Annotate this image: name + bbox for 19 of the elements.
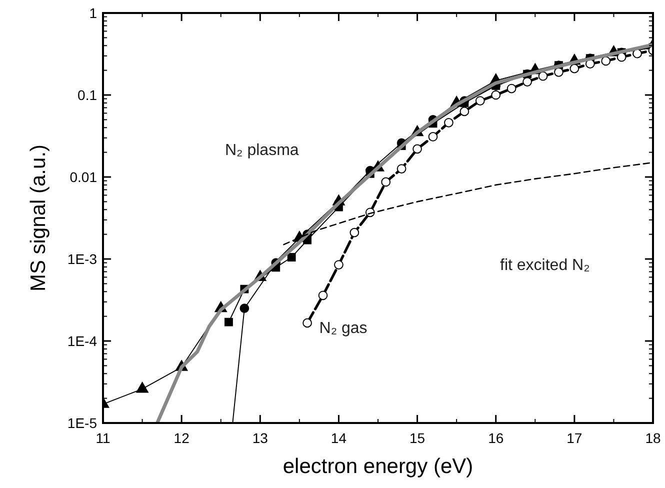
x-tick-label: 18 [645,430,661,446]
annotation: N₂ plasma [225,142,299,159]
y-tick-label: 0.01 [70,168,98,185]
x-tick-label: 11 [96,430,110,446]
x-axis-title: electron energy (eV) [282,455,474,478]
y-tick-label: 0.1 [78,86,98,103]
y-tick-label: 1E-3 [67,250,98,267]
x-tick-label: 17 [566,430,582,446]
x-tick-label: 12 [174,430,190,446]
x-tick-label: 16 [488,430,504,446]
y-tick-label: 1E-5 [67,414,98,431]
y-axis-title: MS signal (a.u.) [27,144,50,292]
x-tick-label: 15 [409,430,426,446]
series-label: N₂ gas [319,320,368,337]
annotation: fit excited N₂ [500,257,590,274]
x-tick-label: 14 [330,430,347,446]
y-tick-label: 1 [89,4,98,21]
x-tick-label: 13 [252,430,268,446]
y-tick-label: 1E-4 [67,332,98,349]
